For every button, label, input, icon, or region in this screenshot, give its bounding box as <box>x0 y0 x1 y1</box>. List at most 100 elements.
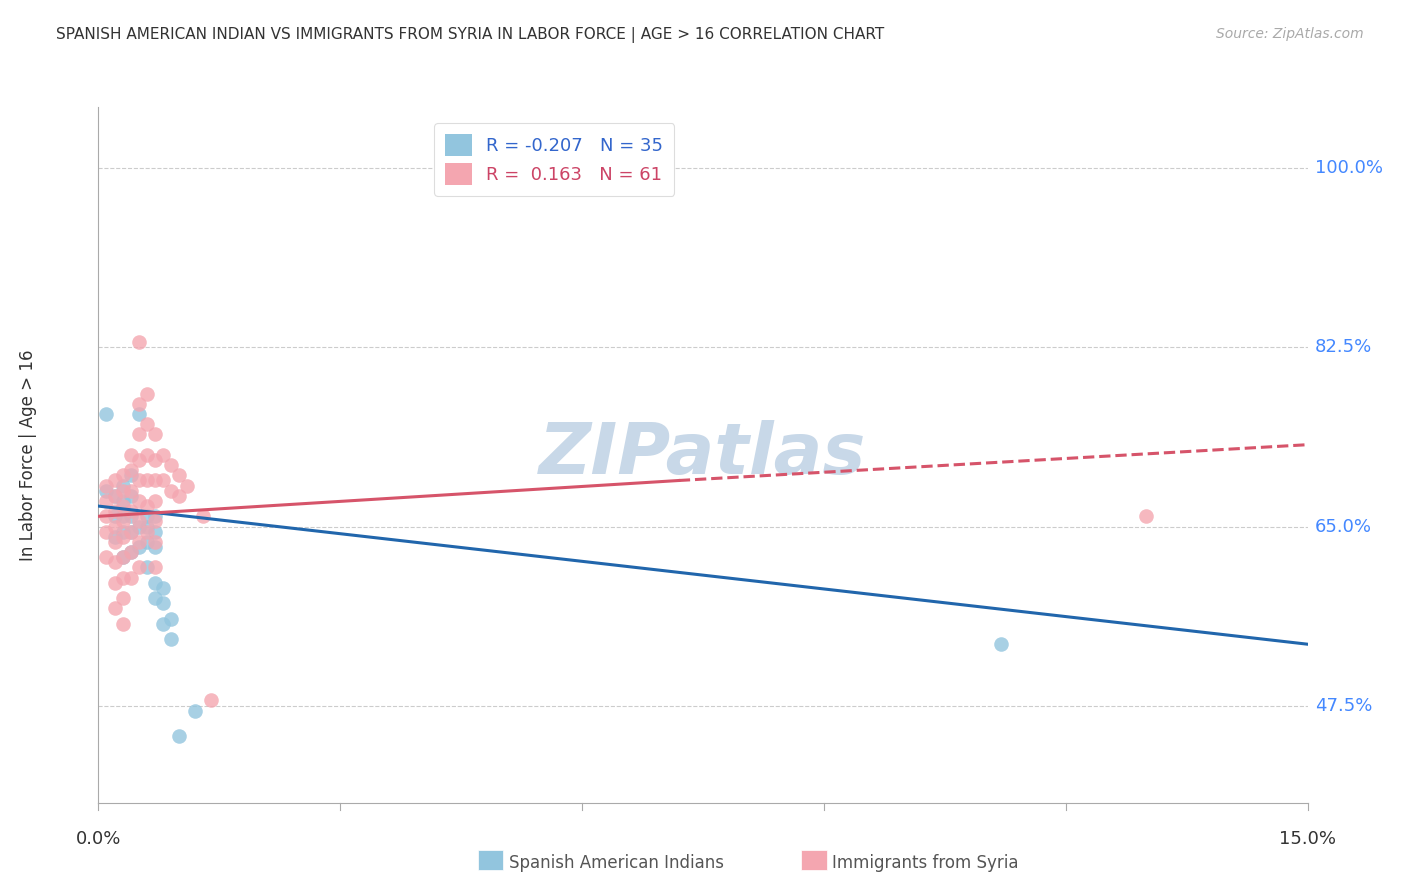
Point <box>96 478 118 492</box>
Point <box>96 494 118 508</box>
Point <box>103 509 125 524</box>
Point <box>152 448 174 462</box>
Text: 15.0%: 15.0% <box>1279 830 1336 847</box>
Text: ZIPatlas: ZIPatlas <box>540 420 866 490</box>
Text: 82.5%: 82.5% <box>1315 338 1372 357</box>
Point <box>160 632 183 646</box>
Point <box>111 478 134 492</box>
Point <box>143 474 166 488</box>
Point <box>120 545 142 559</box>
Point <box>128 474 150 488</box>
Point <box>143 494 166 508</box>
Point <box>96 550 118 565</box>
Point <box>120 545 142 559</box>
Point <box>135 499 157 513</box>
Point <box>128 453 150 467</box>
Point <box>128 560 150 574</box>
Point <box>120 483 142 498</box>
Point <box>111 483 134 498</box>
Point <box>111 550 134 565</box>
Point <box>128 519 150 533</box>
Point <box>120 509 142 524</box>
Point <box>135 386 157 401</box>
Point <box>128 335 150 350</box>
Point <box>152 474 174 488</box>
Point <box>120 524 142 539</box>
Point <box>160 483 183 498</box>
Point <box>111 468 134 483</box>
Point <box>128 397 150 411</box>
Point <box>96 509 118 524</box>
Point <box>120 463 142 477</box>
Point <box>152 596 174 610</box>
Point <box>103 474 125 488</box>
Point <box>143 575 166 590</box>
Point <box>111 591 134 606</box>
Point <box>135 509 157 524</box>
Point <box>128 494 150 508</box>
Point <box>128 540 150 554</box>
Point <box>193 509 215 524</box>
Point <box>111 550 134 565</box>
Point <box>128 427 150 442</box>
Point <box>111 616 134 631</box>
Point <box>103 601 125 615</box>
Point <box>128 534 150 549</box>
Point <box>103 555 125 569</box>
Point <box>120 504 142 518</box>
Point <box>200 693 222 707</box>
Point <box>152 616 174 631</box>
Point <box>120 468 142 483</box>
Point <box>103 534 125 549</box>
Point <box>103 530 125 544</box>
Point <box>96 483 118 498</box>
Point <box>135 448 157 462</box>
Point <box>111 524 134 539</box>
Point <box>103 575 125 590</box>
Point <box>143 560 166 574</box>
Point <box>120 448 142 462</box>
Point <box>176 478 198 492</box>
Point <box>111 515 134 529</box>
Point <box>135 560 157 574</box>
Point <box>167 729 190 743</box>
Point <box>128 515 150 529</box>
Point <box>184 704 207 718</box>
Point <box>143 515 166 529</box>
Point <box>103 504 125 518</box>
Point <box>96 524 118 539</box>
Point <box>152 581 174 595</box>
Point <box>143 591 166 606</box>
Point <box>111 530 134 544</box>
Point <box>990 637 1012 651</box>
Point <box>135 524 157 539</box>
Point <box>143 540 166 554</box>
Point <box>135 534 157 549</box>
Point <box>103 489 125 503</box>
Point <box>111 571 134 585</box>
Text: In Labor Force | Age > 16: In Labor Force | Age > 16 <box>20 349 37 561</box>
Point <box>143 453 166 467</box>
Point <box>111 499 134 513</box>
Point <box>103 489 125 503</box>
Point <box>111 509 134 524</box>
Point <box>160 612 183 626</box>
Point <box>143 524 166 539</box>
Point <box>120 524 142 539</box>
Text: 65.0%: 65.0% <box>1315 517 1372 535</box>
Point <box>111 494 134 508</box>
Point <box>128 407 150 421</box>
Text: 0.0%: 0.0% <box>76 830 121 847</box>
Point <box>103 519 125 533</box>
Point <box>143 534 166 549</box>
Text: 100.0%: 100.0% <box>1315 160 1382 178</box>
Point <box>167 468 190 483</box>
Text: Source: ZipAtlas.com: Source: ZipAtlas.com <box>1216 27 1364 41</box>
Point <box>143 509 166 524</box>
Point <box>160 458 183 472</box>
Legend: R = -0.207   N = 35, R =  0.163   N = 61: R = -0.207 N = 35, R = 0.163 N = 61 <box>434 123 673 196</box>
Text: 47.5%: 47.5% <box>1315 697 1372 714</box>
Point <box>120 489 142 503</box>
Point <box>135 474 157 488</box>
Text: Spanish American Indians: Spanish American Indians <box>509 854 724 871</box>
